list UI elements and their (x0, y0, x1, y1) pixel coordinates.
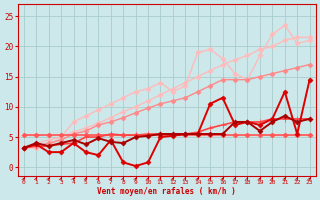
X-axis label: Vent moyen/en rafales ( km/h ): Vent moyen/en rafales ( km/h ) (97, 187, 236, 196)
